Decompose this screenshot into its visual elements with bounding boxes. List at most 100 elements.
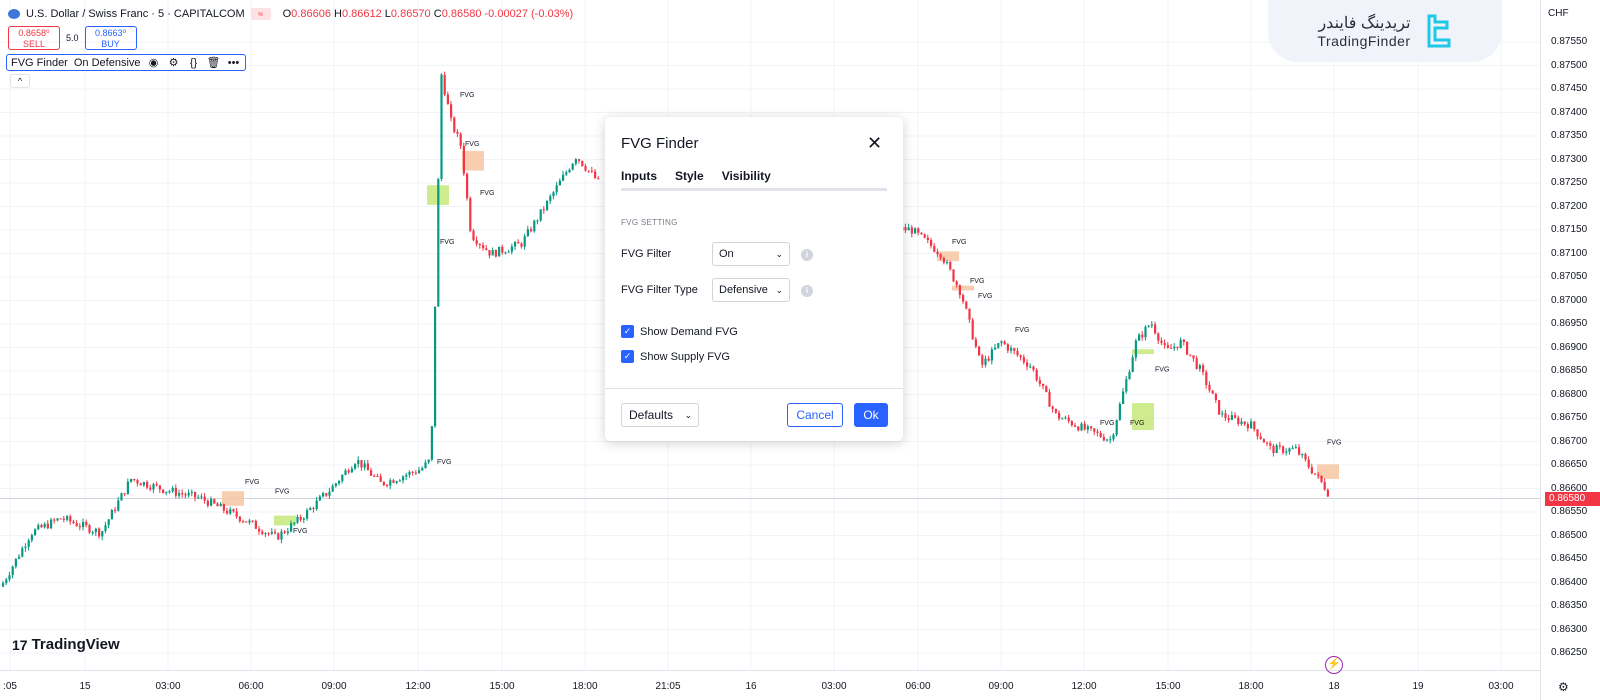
show-supply-checkbox[interactable]: ✓: [621, 350, 634, 363]
candle-body: [75, 523, 78, 527]
delete-icon[interactable]: 🗑: [206, 57, 221, 69]
defaults-dropdown[interactable]: Defaults ⌄: [621, 403, 699, 427]
market-status-icon[interactable]: ≈: [250, 8, 271, 20]
info-icon[interactable]: i: [801, 285, 813, 297]
candle-body: [930, 239, 933, 246]
candle-body: [1326, 489, 1329, 497]
settings-icon[interactable]: ⚙: [168, 57, 179, 69]
collapse-legend-button[interactable]: ^: [10, 74, 30, 88]
candle-body: [1035, 369, 1038, 381]
fvg-label: FVG: [952, 239, 966, 246]
time-tick: 18: [1328, 681, 1340, 692]
candle-body: [46, 523, 49, 529]
candle-body: [552, 192, 555, 197]
info-icon[interactable]: i: [801, 249, 813, 261]
candle-body: [155, 484, 158, 486]
candle-body: [21, 548, 24, 557]
tab-visibility[interactable]: Visibility: [721, 169, 771, 183]
candle-body: [293, 522, 296, 524]
candle-body: [1323, 481, 1326, 490]
candle-body: [539, 209, 542, 221]
candle-body: [574, 159, 577, 164]
fvg-filter-select[interactable]: On ⌄: [712, 242, 790, 266]
show-demand-checkbox[interactable]: ✓: [621, 325, 634, 338]
show-demand-row[interactable]: ✓ Show Demand FVG: [621, 325, 738, 338]
currency-label[interactable]: CHF: [1548, 8, 1569, 19]
candle-body: [59, 518, 62, 520]
candle-body: [501, 246, 504, 253]
candle-body: [1253, 421, 1256, 430]
candle-body: [968, 308, 971, 320]
candle-body: [1026, 362, 1029, 367]
candle-body: [910, 227, 913, 234]
symbol-title[interactable]: U.S. Dollar / Swiss Franc · 5 · CAPITALC…: [26, 8, 245, 20]
candle-body: [418, 470, 421, 474]
candle-body: [424, 462, 427, 468]
candle-body: [341, 474, 344, 481]
candle-body: [286, 531, 289, 533]
candle-body: [1304, 454, 1307, 460]
sell-button[interactable]: 0.8658⁰ SELL: [8, 26, 60, 50]
candle-body: [1013, 348, 1016, 351]
candle-body: [350, 468, 353, 473]
candle-body: [69, 516, 72, 522]
candle-body: [482, 245, 485, 249]
candle-body: [1310, 467, 1313, 474]
candle-body: [1301, 454, 1304, 456]
fvg-filter-type-select[interactable]: Defensive ⌄: [712, 278, 790, 302]
indicator-name[interactable]: FVG Finder: [11, 56, 68, 69]
candle-body: [267, 533, 270, 535]
time-tick: 06:00: [905, 681, 931, 692]
replay-icon[interactable]: ⚡: [1325, 656, 1343, 674]
candle-body: [357, 459, 360, 465]
close-icon[interactable]: ✕: [867, 133, 883, 153]
candle-body: [491, 250, 494, 256]
demand-fvg-zone: [274, 515, 296, 526]
candle-body: [530, 229, 533, 232]
candle-body: [53, 519, 56, 521]
candle-body: [568, 169, 571, 173]
candle-body: [443, 74, 446, 95]
supply-fvg-zone: [1317, 464, 1339, 479]
candle-body: [1166, 345, 1169, 348]
time-tick: 16: [745, 681, 757, 692]
indicator-legend[interactable]: FVG Finder On Defensive ◉ ⚙ {} 🗑 •••: [6, 54, 246, 71]
logo-text-en: TradingFinder: [1317, 33, 1411, 49]
candle-body: [1118, 403, 1121, 421]
time-tick: :05: [3, 681, 17, 692]
candle-body: [498, 246, 501, 257]
candle-body: [133, 478, 136, 481]
time-tick: 09:00: [988, 681, 1014, 692]
ok-button[interactable]: Ok: [854, 403, 888, 427]
chart-settings-icon[interactable]: ⚙: [1558, 680, 1569, 694]
candle-body: [1314, 473, 1317, 475]
candle-body: [1032, 366, 1035, 370]
price-tick: 0.86650: [1551, 459, 1588, 470]
cancel-button[interactable]: Cancel: [787, 403, 843, 427]
candle-body: [290, 523, 293, 532]
show-supply-row[interactable]: ✓ Show Supply FVG: [621, 350, 730, 363]
candle-body: [98, 528, 101, 537]
candle-body: [72, 521, 75, 524]
candle-body: [43, 523, 46, 528]
candle-body: [152, 484, 155, 490]
candle-body: [1109, 439, 1112, 441]
eye-icon[interactable]: ◉: [148, 57, 159, 69]
candle-body: [254, 521, 257, 529]
source-code-icon[interactable]: {}: [189, 56, 198, 69]
candle-body: [1170, 347, 1173, 349]
demand-fvg-zone: [1132, 403, 1154, 430]
more-icon[interactable]: •••: [227, 56, 240, 69]
candle-body: [1218, 400, 1221, 415]
price-axis[interactable]: 0.87550 0.87500 0.87450 0.87400 0.87350 0.873…: [1540, 0, 1600, 700]
time-tick: 19: [1412, 681, 1424, 692]
candle-body: [478, 244, 481, 246]
time-axis[interactable]: :05 15 03:00 06:00 09:00 12:00 15:00 18:00 21:05…: [0, 670, 1540, 700]
candle-body: [542, 209, 545, 211]
buy-button[interactable]: 0.8663⁰ BUY: [84, 26, 137, 50]
price-tick: 0.86450: [1551, 553, 1588, 564]
fvg-settings-dialog: FVG Finder ✕ Inputs Style Visibility FVG…: [605, 117, 903, 441]
fvg-label: FVG: [440, 239, 454, 246]
tab-style[interactable]: Style: [675, 169, 704, 183]
candle-body: [904, 227, 907, 231]
